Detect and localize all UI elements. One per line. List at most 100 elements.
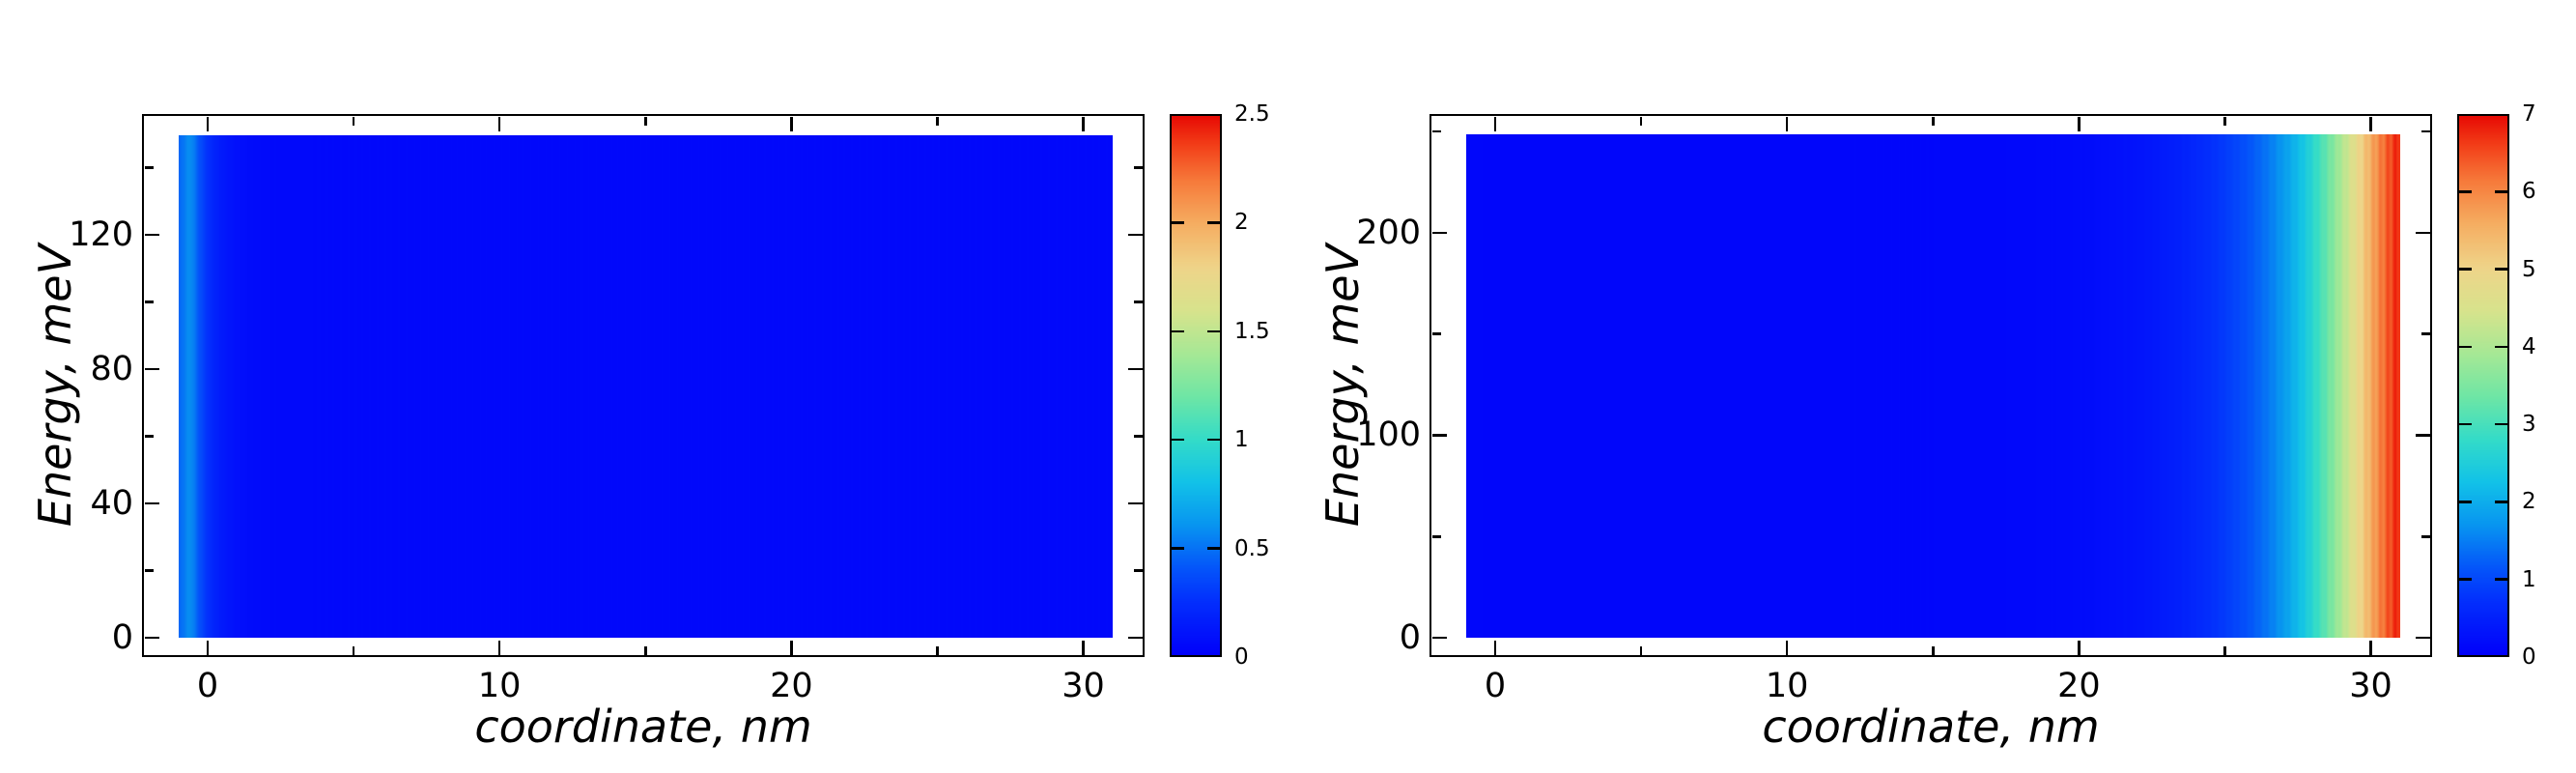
plot-frame bbox=[1430, 114, 2432, 657]
x-major-tick bbox=[1493, 640, 1497, 655]
x-tick-label: 30 bbox=[1062, 667, 1105, 705]
x-axis-title: coordinate, nm bbox=[474, 701, 812, 753]
colorbar-tick-right bbox=[2495, 345, 2507, 349]
colorbar-tick-right bbox=[2495, 268, 2507, 271]
y-minor-tick bbox=[144, 435, 154, 438]
x-major-tick-top bbox=[790, 116, 793, 131]
y-tick-label: 120 bbox=[69, 215, 133, 254]
x-major-tick-top bbox=[206, 116, 210, 131]
colorbar-tick-label: 2 bbox=[1234, 210, 1249, 236]
x-minor-tick bbox=[1639, 645, 1643, 655]
colorbar-tick bbox=[2459, 501, 2472, 503]
y-minor-tick-right bbox=[2420, 535, 2430, 538]
x-minor-tick-top bbox=[644, 116, 647, 126]
colorbar-tick-label: 3 bbox=[2522, 412, 2536, 438]
x-major-tick bbox=[2078, 640, 2081, 655]
colorbar-tick-right bbox=[1207, 221, 1220, 224]
y-minor-tick bbox=[144, 301, 154, 303]
y-major-tick-right bbox=[1127, 233, 1143, 237]
y-major-tick-right bbox=[1127, 501, 1143, 505]
colorbar-tick-label: 7 bbox=[2522, 101, 2536, 127]
x-tick-label: 30 bbox=[2349, 667, 2392, 705]
x-minor-tick bbox=[1932, 645, 1935, 655]
y-major-tick-right bbox=[2415, 231, 2430, 235]
colorbar-tick bbox=[1172, 329, 1184, 333]
colorbar-tick-right bbox=[2495, 190, 2507, 193]
x-minor-tick-top bbox=[352, 116, 355, 126]
colorbar-tick-right bbox=[1207, 547, 1220, 550]
colorbar-tick-right bbox=[2495, 578, 2507, 581]
x-major-tick bbox=[206, 640, 210, 655]
colorbar-tick-label: 4 bbox=[2522, 333, 2536, 359]
x-major-tick bbox=[2369, 640, 2372, 655]
colorbar-tick-label: 1.5 bbox=[1234, 318, 1270, 344]
y-major-tick-right bbox=[2415, 636, 2430, 640]
x-tick-label: 10 bbox=[477, 667, 522, 705]
y-tick-label: 80 bbox=[90, 349, 133, 388]
x-minor-tick bbox=[2223, 645, 2226, 655]
x-minor-tick bbox=[644, 645, 647, 655]
x-minor-tick-top bbox=[2223, 116, 2226, 126]
y-major-tick-right bbox=[1127, 636, 1143, 640]
colorbar-tick-label: 5 bbox=[2522, 256, 2536, 282]
y-minor-tick bbox=[144, 569, 154, 572]
colorbar-tick-label: 0 bbox=[2522, 644, 2536, 670]
y-minor-tick-right bbox=[2420, 129, 2430, 133]
colorbar-tick bbox=[2459, 190, 2472, 193]
colorbar bbox=[2457, 114, 2509, 657]
x-tick-label: 20 bbox=[2057, 667, 2101, 705]
y-major-tick bbox=[144, 233, 159, 237]
colorbar bbox=[1170, 114, 1222, 657]
y-minor-tick-right bbox=[1133, 301, 1143, 303]
x-minor-tick bbox=[936, 645, 939, 655]
x-tick-label: 0 bbox=[196, 667, 219, 705]
colorbar-tick bbox=[2459, 578, 2472, 581]
y-major-tick bbox=[1431, 636, 1447, 640]
y-minor-tick-right bbox=[1133, 569, 1143, 572]
x-axis-title: coordinate, nm bbox=[1762, 701, 2100, 753]
colorbar-tick-label: 2.5 bbox=[1234, 101, 1270, 127]
colorbar-tick bbox=[1172, 221, 1184, 224]
colorbar-tick bbox=[1172, 547, 1184, 550]
x-major-tick-top bbox=[2078, 116, 2081, 131]
colorbar-tick bbox=[2459, 422, 2472, 426]
x-tick-label: 0 bbox=[1484, 667, 1507, 705]
y-minor-tick-right bbox=[1133, 435, 1143, 438]
colorbar-tick bbox=[1172, 438, 1184, 442]
colorbar-tick-label: 0 bbox=[1234, 644, 1249, 670]
x-minor-tick bbox=[352, 645, 355, 655]
x-major-tick bbox=[497, 640, 501, 655]
y-tick-label: 200 bbox=[1356, 213, 1421, 252]
y-tick-label: 100 bbox=[1356, 415, 1421, 455]
y-axis-title: Energy, meV bbox=[1316, 243, 1369, 528]
y-tick-label: 0 bbox=[111, 618, 133, 658]
x-major-tick bbox=[790, 640, 793, 655]
x-major-tick-top bbox=[1785, 116, 1789, 131]
colorbar-tick-right bbox=[2495, 422, 2507, 426]
colorbar-tick bbox=[2459, 345, 2472, 349]
colorbar-tick-right bbox=[1207, 438, 1220, 442]
y-minor-tick bbox=[1431, 129, 1441, 133]
colorbar-tick-label: 1 bbox=[1234, 427, 1249, 453]
x-minor-tick-top bbox=[1932, 116, 1935, 126]
x-tick-label: 10 bbox=[1765, 667, 1809, 705]
colorbar-tick-right bbox=[1207, 329, 1220, 333]
y-minor-tick-right bbox=[2420, 332, 2430, 335]
y-major-tick bbox=[144, 367, 159, 371]
x-major-tick bbox=[1082, 640, 1085, 655]
heatmap-canvas bbox=[178, 135, 1113, 639]
y-major-tick-right bbox=[1127, 367, 1143, 371]
y-major-tick bbox=[1431, 434, 1447, 437]
y-minor-tick bbox=[144, 166, 154, 169]
x-major-tick-top bbox=[497, 116, 501, 131]
y-minor-tick bbox=[1431, 332, 1441, 335]
y-minor-tick-right bbox=[1133, 166, 1143, 169]
y-major-tick bbox=[144, 636, 159, 640]
colorbar-gradient bbox=[2459, 116, 2507, 655]
x-major-tick bbox=[1785, 640, 1789, 655]
colorbar-tick-label: 0.5 bbox=[1234, 535, 1270, 561]
colorbar-gradient bbox=[1172, 116, 1220, 655]
